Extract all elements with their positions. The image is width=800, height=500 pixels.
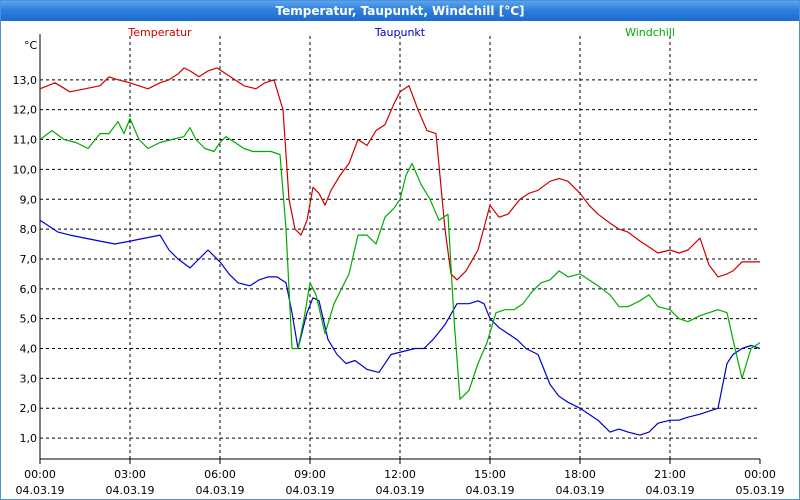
y-tick-label: 5,0 — [20, 313, 38, 326]
y-tick-label: 3,0 — [20, 372, 38, 385]
y-tick-label: 10,0 — [13, 163, 38, 176]
y-axis-unit: °C — [24, 39, 38, 52]
x-tick-date: 04.03.19 — [376, 484, 425, 497]
legend-windchill: Windchill — [625, 26, 675, 39]
legend: Temperatur Taupunkt Windchill — [127, 26, 675, 39]
x-tick-date: 04.03.19 — [286, 484, 335, 497]
y-tick-label: 7,0 — [20, 253, 38, 266]
x-tick-time: 12:00 — [384, 468, 416, 481]
x-tick-time: 15:00 — [474, 468, 506, 481]
tick-labels: 1,0 2,0 3,0 4,0 5,0 6,0 7,0 8,0 9,0 10,0 11,0 12,0 1… — [13, 39, 785, 497]
series-line-windchill — [39, 117, 761, 400]
legend-temperatur: Temperatur — [127, 26, 192, 39]
legend-taupunkt: Taupunkt — [374, 26, 426, 39]
x-tick-date: 05.03.19 — [736, 484, 785, 497]
series-lines — [39, 67, 761, 436]
x-tick-time: 18:00 — [564, 468, 596, 481]
x-tick-date: 04.03.19 — [196, 484, 245, 497]
y-tick-label: 2,0 — [20, 402, 38, 415]
x-tick-time: 21:00 — [654, 468, 686, 481]
x-tick-time: 06:00 — [204, 468, 236, 481]
y-tick-label: 8,0 — [20, 223, 38, 236]
y-tick-label: 6,0 — [20, 283, 38, 296]
series-line-taupunkt — [39, 219, 761, 436]
x-tick-date: 04.03.19 — [556, 484, 605, 497]
y-tick-label: 4,0 — [20, 343, 38, 356]
y-tick-label: 1,0 — [20, 432, 38, 445]
x-tick-date: 04.03.19 — [646, 484, 695, 497]
y-tick-label: 9,0 — [20, 193, 38, 206]
x-tick-date: 04.03.19 — [106, 484, 155, 497]
x-tick-date: 04.03.19 — [466, 484, 515, 497]
y-tick-label: 13,0 — [13, 74, 38, 87]
x-tick-time: 00:00 — [744, 468, 776, 481]
series-line-temperatur — [39, 67, 760, 281]
y-tick-label: 11,0 — [13, 134, 38, 147]
grid — [40, 36, 760, 459]
y-tick-label: 12,0 — [13, 104, 38, 117]
axes — [39, 34, 761, 464]
x-tick-time: 03:00 — [114, 468, 146, 481]
x-tick-date: 04.03.19 — [16, 484, 65, 497]
x-tick-time: 09:00 — [294, 468, 326, 481]
chart-title: Temperatur, Taupunkt, Windchill [°C] — [1, 1, 799, 21]
x-tick-time: 00:00 — [24, 468, 56, 481]
